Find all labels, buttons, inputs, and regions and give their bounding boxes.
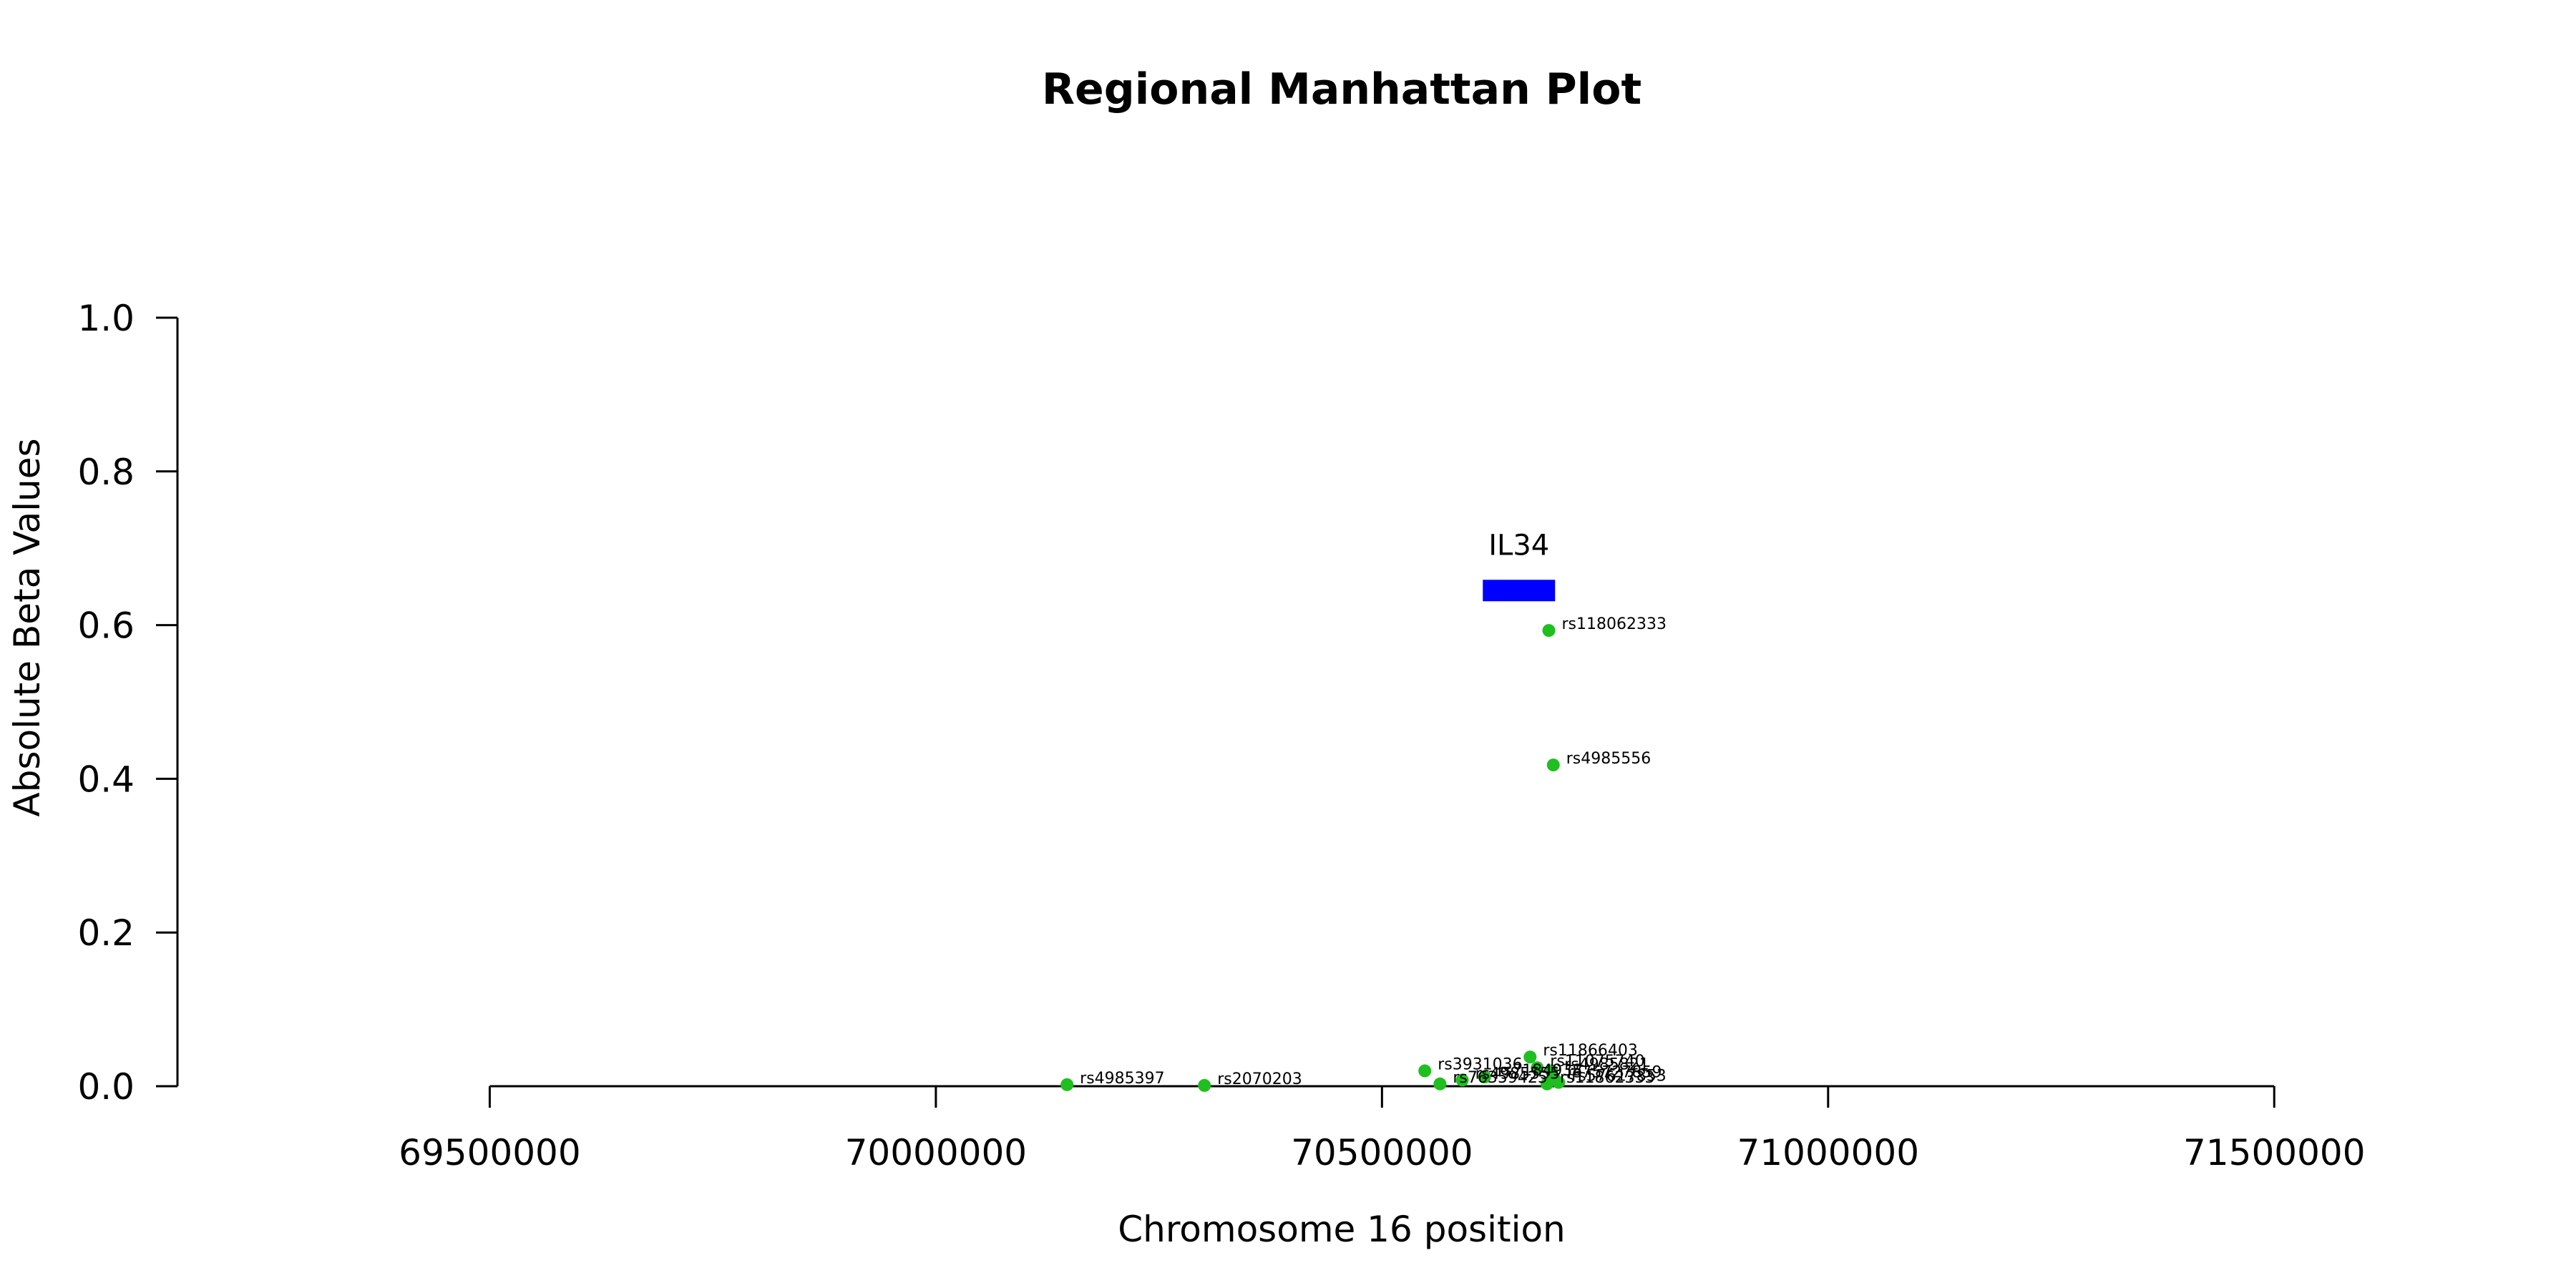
x-axis: 69500000 70000000 70500000 71000000 71500000 <box>399 1085 2366 1174</box>
y-axis: 0.0 0.2 0.4 0.6 0.8 1.0 <box>77 298 179 1108</box>
gene-track: IL34 <box>1483 529 1556 602</box>
snp-point-label: rs11075740 <box>1550 1053 1644 1070</box>
snp-point-label: rs11862333 <box>1560 1069 1654 1087</box>
y-axis-label: Absolute Beta Values <box>6 439 48 817</box>
gene-bar <box>1483 580 1556 602</box>
snp-point <box>1455 1073 1469 1087</box>
snp-point <box>1433 1077 1447 1091</box>
snp-point-label: rs4985397 <box>1080 1070 1165 1088</box>
snp-labels: rs4985397 rs2070203rs3931036rs76359425rs4… <box>1080 615 1667 1088</box>
snp-points <box>1060 624 1566 1092</box>
x-axis-label: Chromosome 16 position <box>1118 1209 1566 1250</box>
snp-point <box>1418 1064 1432 1078</box>
snp-point-label: rs118062333 <box>1562 615 1667 633</box>
x-tick-label: 70000000 <box>845 1132 1028 1174</box>
x-tick-label: 69500000 <box>399 1132 581 1174</box>
snp-point <box>1552 1075 1566 1089</box>
y-tick-label: 0.6 <box>77 605 135 647</box>
snp-point <box>1531 1061 1544 1075</box>
x-tick-label: 71500000 <box>2183 1132 2366 1174</box>
x-tick-label: 71000000 <box>1737 1132 1920 1174</box>
snp-point <box>1478 1070 1491 1084</box>
snp-point-label: rs75727859 <box>1567 1063 1662 1081</box>
snp-point-label: rs4985555 <box>1475 1065 1561 1083</box>
snp-point-label: rs4985556 <box>1566 750 1652 768</box>
chart-title: Regional Manhattan Plot <box>1042 64 1641 114</box>
snp-point-label: rs2070203 <box>1217 1070 1302 1088</box>
y-tick-label: 0.8 <box>77 452 135 493</box>
y-tick-label: 0.0 <box>77 1066 135 1108</box>
y-tick-label: 0.2 <box>77 912 135 954</box>
snp-point <box>1542 624 1556 638</box>
snp-point-label: rs7184938 <box>1498 1062 1583 1080</box>
snp-point-label: rs76359425 <box>1453 1069 1547 1087</box>
gene-label: IL34 <box>1488 529 1549 562</box>
snp-point-label: rs11866403 <box>1543 1042 1637 1060</box>
y-tick-label: 1.0 <box>77 298 135 339</box>
snp-point-label: rs57617853 <box>1571 1068 1666 1085</box>
x-tick-label: 70500000 <box>1291 1132 1473 1174</box>
snp-point <box>1198 1078 1211 1092</box>
snp-point-label: rs3931036 <box>1438 1056 1523 1074</box>
snp-point <box>1060 1078 1074 1091</box>
y-tick-label: 0.4 <box>77 758 135 800</box>
snp-point <box>1546 758 1560 772</box>
snp-point <box>1523 1050 1537 1064</box>
snp-point-label: rs4985821 <box>1564 1056 1649 1074</box>
